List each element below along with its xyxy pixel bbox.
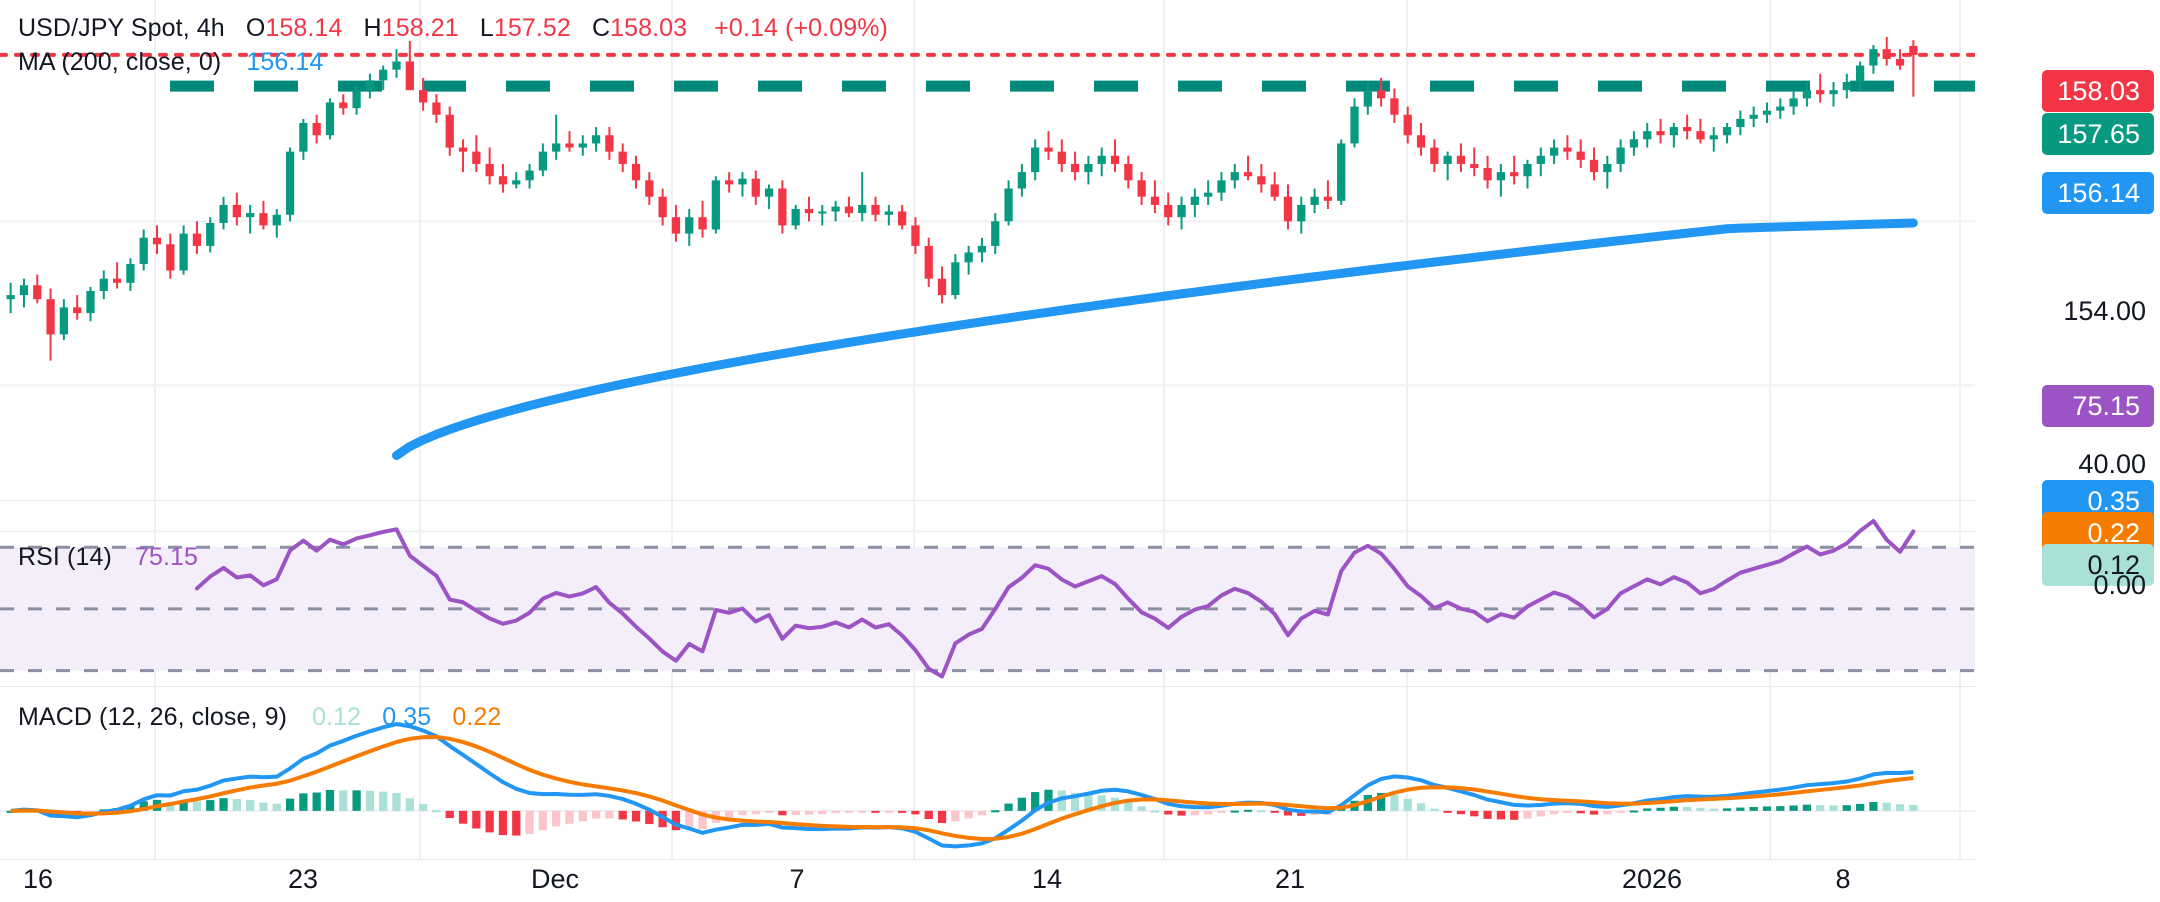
time-axis-label: 2026 <box>1621 864 1683 894</box>
macd-axis-label-zero: 0.00 <box>2093 570 2146 600</box>
last-price-tag: 158.03 <box>2042 70 2154 112</box>
open-key: O <box>245 14 266 42</box>
open-value: 158.14 <box>265 14 343 42</box>
close-key: C <box>591 14 611 42</box>
time-axis-label: 7 <box>789 864 805 894</box>
low-value: 157.52 <box>493 14 571 42</box>
time-axis-label: Dec <box>530 864 580 894</box>
high-value: 158.21 <box>381 14 459 42</box>
high-key: H <box>363 14 382 42</box>
ma-legend-label: MA (200, close, 0) <box>18 48 222 76</box>
close-value: 158.03 <box>610 14 688 42</box>
time-axis-label: 21 <box>1274 864 1306 894</box>
low-key: L <box>479 14 494 42</box>
time-axis[interactable]: 16 23 Dec 7 14 21 2026 8 <box>0 860 2160 902</box>
rsi-chart-svg <box>0 501 1975 686</box>
time-axis-label: 23 <box>287 864 319 894</box>
macd-legend[interactable]: MACD (12, 26, close, 9) 0.12 0.35 0.22 <box>18 703 501 732</box>
ma-legend[interactable]: MA (200, close, 0) 156.14 <box>18 48 323 77</box>
rsi-pane[interactable] <box>0 501 1975 686</box>
rsi-axis-label-40: 40.00 <box>2078 449 2146 479</box>
ma-price-tag: 156.14 <box>2042 172 2154 214</box>
time-axis-label: 8 <box>1835 864 1851 894</box>
macd-chart-svg <box>0 687 1975 859</box>
price-pane[interactable] <box>0 0 1975 500</box>
rsi-legend[interactable]: RSI (14) 75.15 <box>18 543 198 572</box>
symbol-legend[interactable]: USD/JPY Spot, 4h O158.14 H158.21 L157.52… <box>18 14 888 43</box>
price-axis-label-154: 154.00 <box>2063 296 2146 326</box>
macd-line-value: 0.35 <box>382 703 432 731</box>
macd-hist-tag: 0.12 <box>2042 544 2154 586</box>
macd-pane[interactable] <box>0 687 1975 859</box>
ma-legend-value: 156.14 <box>246 48 324 76</box>
pane-divider-2 <box>0 686 2160 687</box>
macd-hist-value: 0.12 <box>312 703 362 731</box>
price-change: +0.14 (+0.09%) <box>714 14 888 42</box>
pane-divider-3 <box>0 859 2160 860</box>
symbol-label: USD/JPY Spot, 4h <box>18 14 225 42</box>
time-axis-label: 14 <box>1031 864 1063 894</box>
rsi-legend-value: 75.15 <box>134 543 198 571</box>
macd-signal-value: 0.22 <box>452 703 502 731</box>
rsi-value-tag: 75.15 <box>2042 385 2154 427</box>
price-chart-svg <box>0 0 1975 500</box>
rsi-legend-label: RSI (14) <box>18 543 112 571</box>
macd-legend-label: MACD (12, 26, close, 9) <box>18 703 288 731</box>
pane-divider-1 <box>0 500 2160 501</box>
time-axis-label: 16 <box>22 864 54 894</box>
resistance-price-tag: 157.65 <box>2042 113 2154 155</box>
price-axis[interactable]: 158.03 157.65 156.14 154.00 75.15 40.00 … <box>1975 0 2160 860</box>
